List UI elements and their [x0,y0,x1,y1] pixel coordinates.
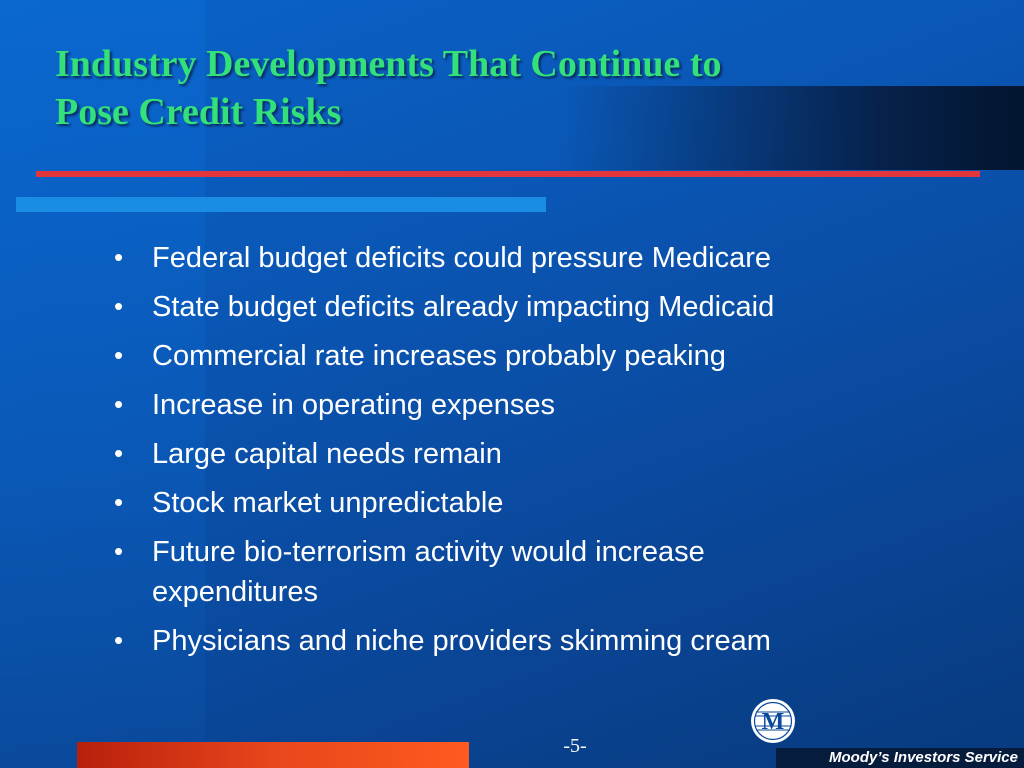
left-gradient-panel [0,0,205,768]
list-item: • State budget deficits already impacting… [114,287,914,327]
list-item: • Physicians and niche providers skimming… [114,621,914,661]
bullet-icon: • [114,487,124,517]
bullet-text: State budget deficits already impacting … [152,291,775,323]
list-item: • Federal budget deficits could pressure … [114,238,914,278]
page-number: -5- [563,735,587,757]
list-item: • Large capital needs remain [114,434,914,474]
bullet-icon: • [114,242,124,272]
orange-accent-bar [77,742,469,768]
bullet-icon: • [114,438,124,468]
bullet-text: Federal budget deficits could pressure M… [152,242,771,274]
bullet-icon: • [114,291,124,321]
bullet-list: • Federal budget deficits could pressure … [114,238,914,670]
title-line-1: Industry Developments That Continue to [55,43,722,85]
bullet-text: Commercial rate increases probably peaki… [152,340,726,372]
list-item: • Increase in operating expenses [114,385,914,425]
bullet-icon: • [114,625,124,655]
brand-name: Moody’s Investors Service [776,748,1024,768]
bullet-text: Future bio-terrorism activity would incr… [152,536,705,608]
title-dark-band [560,86,1024,170]
bullet-text: Increase in operating expenses [152,389,556,421]
bullet-text: Large capital needs remain [152,438,502,470]
bullet-text: Stock market unpredictable [152,487,504,519]
bullet-icon: • [114,389,124,419]
cyan-accent-bar [16,197,546,212]
slide-title: Industry Developments That Continue to P… [55,40,915,136]
list-item: • Stock market unpredictable [114,483,914,523]
bullet-text: Physicians and niche providers skimming … [152,625,771,657]
bullet-icon: • [114,340,124,370]
list-item: • Commercial rate increases probably peak… [114,336,914,376]
logo-letter: M [762,709,785,735]
moodys-m-logo-icon: M [751,699,795,743]
red-divider [36,171,980,177]
bullet-icon: • [114,536,124,566]
list-item: • Future bio-terrorism activity would inc… [114,532,842,612]
title-line-2: Pose Credit Risks [55,91,342,133]
